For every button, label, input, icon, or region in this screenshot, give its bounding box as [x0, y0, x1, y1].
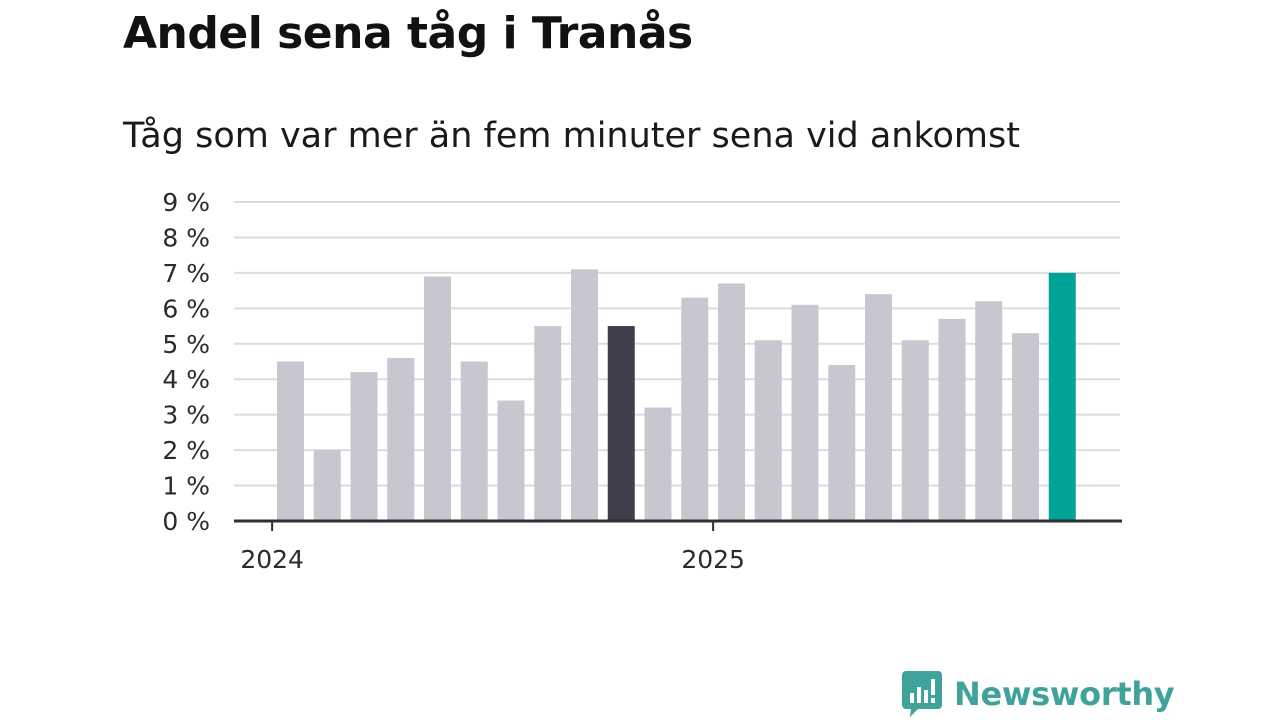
bar — [607, 326, 635, 521]
y-tick-label: 6 % — [162, 294, 210, 323]
chart-title: Andel sena tåg i Tranås — [123, 8, 693, 59]
chart-subtitle: Tåg som var mer än fem minuter sena vid … — [123, 116, 1020, 156]
bar — [865, 294, 892, 521]
y-tick-label: 4 % — [162, 365, 210, 394]
y-tick-label: 3 % — [162, 401, 210, 430]
grid-lines — [234, 201, 1120, 487]
x-tick-label: 2025 — [681, 545, 745, 574]
y-tick-label: 7 % — [162, 259, 210, 288]
y-tick-label: 5 % — [162, 330, 210, 359]
bar — [424, 276, 451, 521]
y-tick-label: 2 % — [162, 436, 210, 465]
y-tick-label: 1 % — [162, 472, 210, 501]
bar — [828, 365, 856, 521]
bars — [277, 269, 1076, 521]
brand-logo: Newsworthy — [902, 670, 1175, 718]
bar — [497, 400, 525, 521]
bar — [681, 297, 709, 521]
bar — [1012, 333, 1039, 521]
bar — [754, 340, 782, 521]
bar — [387, 357, 415, 521]
bar — [1048, 272, 1076, 521]
bar — [901, 340, 929, 521]
bar — [571, 269, 598, 521]
bar — [975, 301, 1003, 521]
x-tick-label: 2024 — [240, 545, 304, 574]
bar — [644, 407, 672, 521]
y-tick-label: 8 % — [162, 223, 210, 252]
x-axis-ticks: 2024 2025 — [240, 521, 745, 574]
brand-name: Newsworthy — [954, 675, 1175, 713]
bar — [938, 318, 966, 521]
bar — [313, 450, 341, 521]
bar — [791, 304, 819, 521]
bar — [277, 361, 304, 521]
bar — [534, 326, 562, 521]
bar — [350, 372, 378, 521]
y-tick-label: 0 % — [162, 507, 210, 536]
bar — [718, 283, 745, 521]
y-axis-ticks: 0 % 1 % 2 % 3 % 4 % 5 % 6 % 7 % 8 % 9 % — [162, 188, 210, 536]
y-tick-label: 9 % — [162, 188, 210, 217]
bar-chart-badge-icon — [902, 671, 942, 717]
bar — [460, 361, 488, 521]
